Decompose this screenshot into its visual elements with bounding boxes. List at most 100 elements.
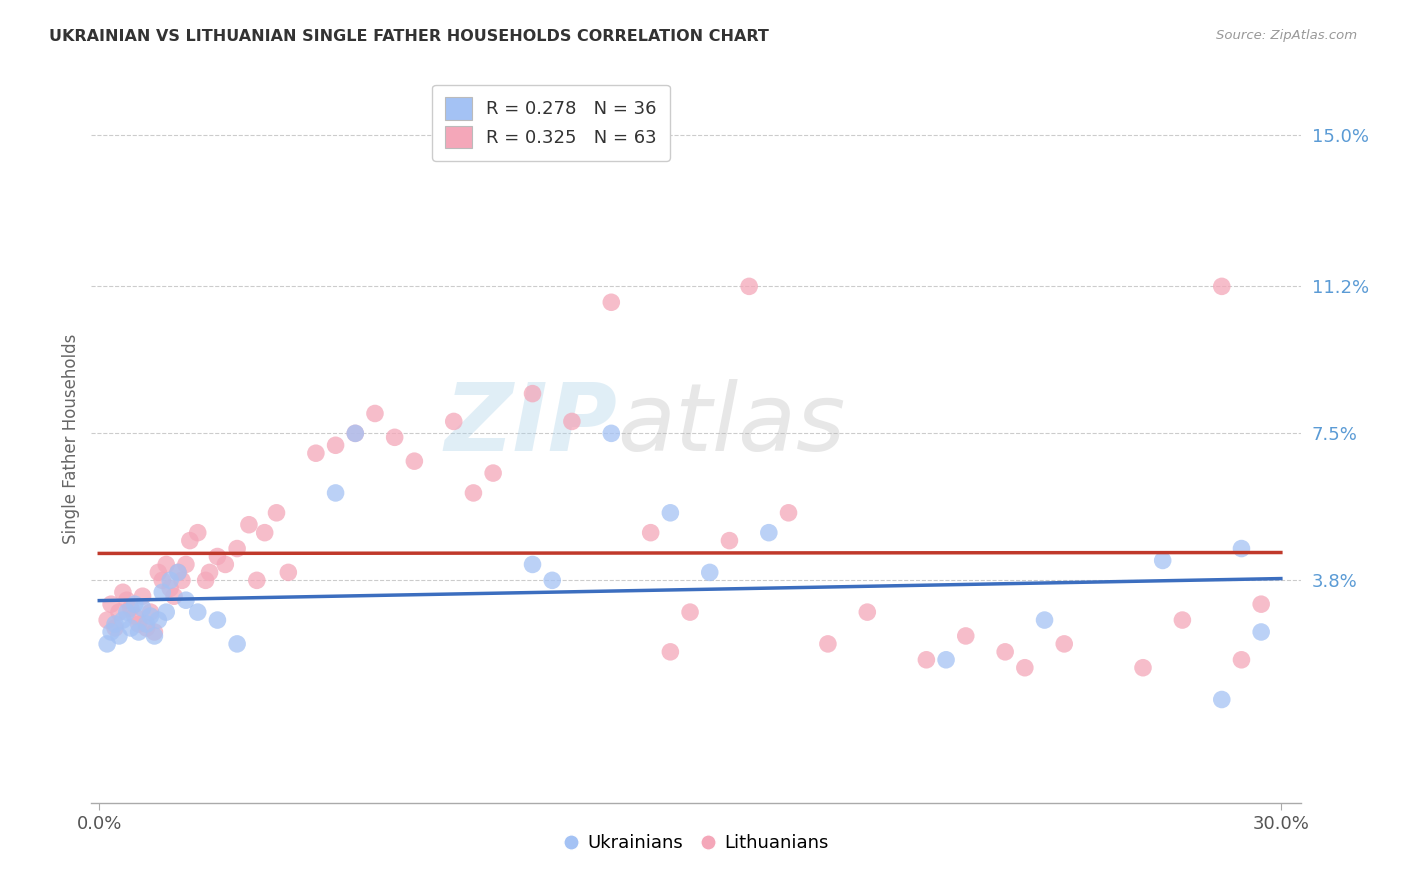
Point xyxy=(170,574,193,588)
Point xyxy=(1132,661,1154,675)
Point xyxy=(135,617,157,632)
Point xyxy=(1250,597,1272,611)
Text: Source: ZipAtlas.com: Source: ZipAtlas.com xyxy=(1216,29,1357,42)
Point xyxy=(187,605,209,619)
Point xyxy=(1250,624,1272,639)
Point xyxy=(640,525,662,540)
Point xyxy=(482,466,505,480)
Point xyxy=(131,601,153,615)
Point xyxy=(1230,541,1253,556)
Point xyxy=(246,574,269,588)
Point xyxy=(163,589,186,603)
Point xyxy=(100,624,122,639)
Point xyxy=(207,613,229,627)
Point xyxy=(120,601,142,615)
Point xyxy=(659,645,682,659)
Point xyxy=(150,585,173,599)
Point xyxy=(226,541,249,556)
Point xyxy=(159,574,181,588)
Point xyxy=(111,585,134,599)
Point xyxy=(1230,653,1253,667)
Point xyxy=(238,517,260,532)
Point xyxy=(214,558,236,572)
Point xyxy=(994,645,1017,659)
Point xyxy=(738,279,761,293)
Text: atlas: atlas xyxy=(617,379,845,470)
Point xyxy=(96,637,118,651)
Point xyxy=(1152,553,1174,567)
Point xyxy=(155,558,177,572)
Point xyxy=(1014,661,1036,675)
Legend: Ukrainians, Lithuanians: Ukrainians, Lithuanians xyxy=(557,827,835,859)
Point xyxy=(174,593,197,607)
Point xyxy=(150,574,173,588)
Point xyxy=(179,533,201,548)
Point xyxy=(96,613,118,627)
Point xyxy=(541,574,564,588)
Point xyxy=(679,605,702,619)
Point xyxy=(463,486,485,500)
Point xyxy=(699,566,721,580)
Point xyxy=(522,386,544,401)
Point xyxy=(443,414,465,428)
Point xyxy=(856,605,879,619)
Point xyxy=(100,597,122,611)
Point xyxy=(915,653,938,667)
Point xyxy=(600,295,623,310)
Point xyxy=(935,653,957,667)
Point xyxy=(955,629,977,643)
Point xyxy=(384,430,406,444)
Point xyxy=(104,617,127,632)
Point xyxy=(174,558,197,572)
Point xyxy=(305,446,328,460)
Point xyxy=(758,525,780,540)
Point xyxy=(104,621,127,635)
Point xyxy=(167,566,190,580)
Point xyxy=(718,533,741,548)
Y-axis label: Single Father Households: Single Father Households xyxy=(62,334,80,544)
Point xyxy=(128,624,150,639)
Point xyxy=(124,609,146,624)
Point xyxy=(194,574,217,588)
Point xyxy=(108,629,131,643)
Point xyxy=(139,609,162,624)
Point xyxy=(266,506,288,520)
Point xyxy=(124,597,146,611)
Point xyxy=(778,506,800,520)
Point xyxy=(1033,613,1056,627)
Point xyxy=(325,438,347,452)
Point xyxy=(404,454,426,468)
Point xyxy=(155,605,177,619)
Point xyxy=(139,605,162,619)
Point xyxy=(344,426,367,441)
Point xyxy=(143,624,166,639)
Point xyxy=(277,566,299,580)
Text: ZIP: ZIP xyxy=(444,379,617,471)
Point xyxy=(108,605,131,619)
Point xyxy=(198,566,221,580)
Point xyxy=(817,637,839,651)
Point xyxy=(1211,692,1233,706)
Point xyxy=(364,407,387,421)
Point xyxy=(148,566,170,580)
Point xyxy=(600,426,623,441)
Point xyxy=(131,589,153,603)
Point xyxy=(659,506,682,520)
Point xyxy=(1211,279,1233,293)
Point xyxy=(143,629,166,643)
Point xyxy=(159,582,181,596)
Point xyxy=(561,414,583,428)
Text: UKRAINIAN VS LITHUANIAN SINGLE FATHER HOUSEHOLDS CORRELATION CHART: UKRAINIAN VS LITHUANIAN SINGLE FATHER HO… xyxy=(49,29,769,44)
Point xyxy=(111,613,134,627)
Point xyxy=(226,637,249,651)
Point xyxy=(128,617,150,632)
Point xyxy=(115,593,138,607)
Point xyxy=(120,621,142,635)
Point xyxy=(522,558,544,572)
Point xyxy=(253,525,276,540)
Point xyxy=(1053,637,1076,651)
Point xyxy=(325,486,347,500)
Point xyxy=(148,613,170,627)
Point xyxy=(135,621,157,635)
Point xyxy=(187,525,209,540)
